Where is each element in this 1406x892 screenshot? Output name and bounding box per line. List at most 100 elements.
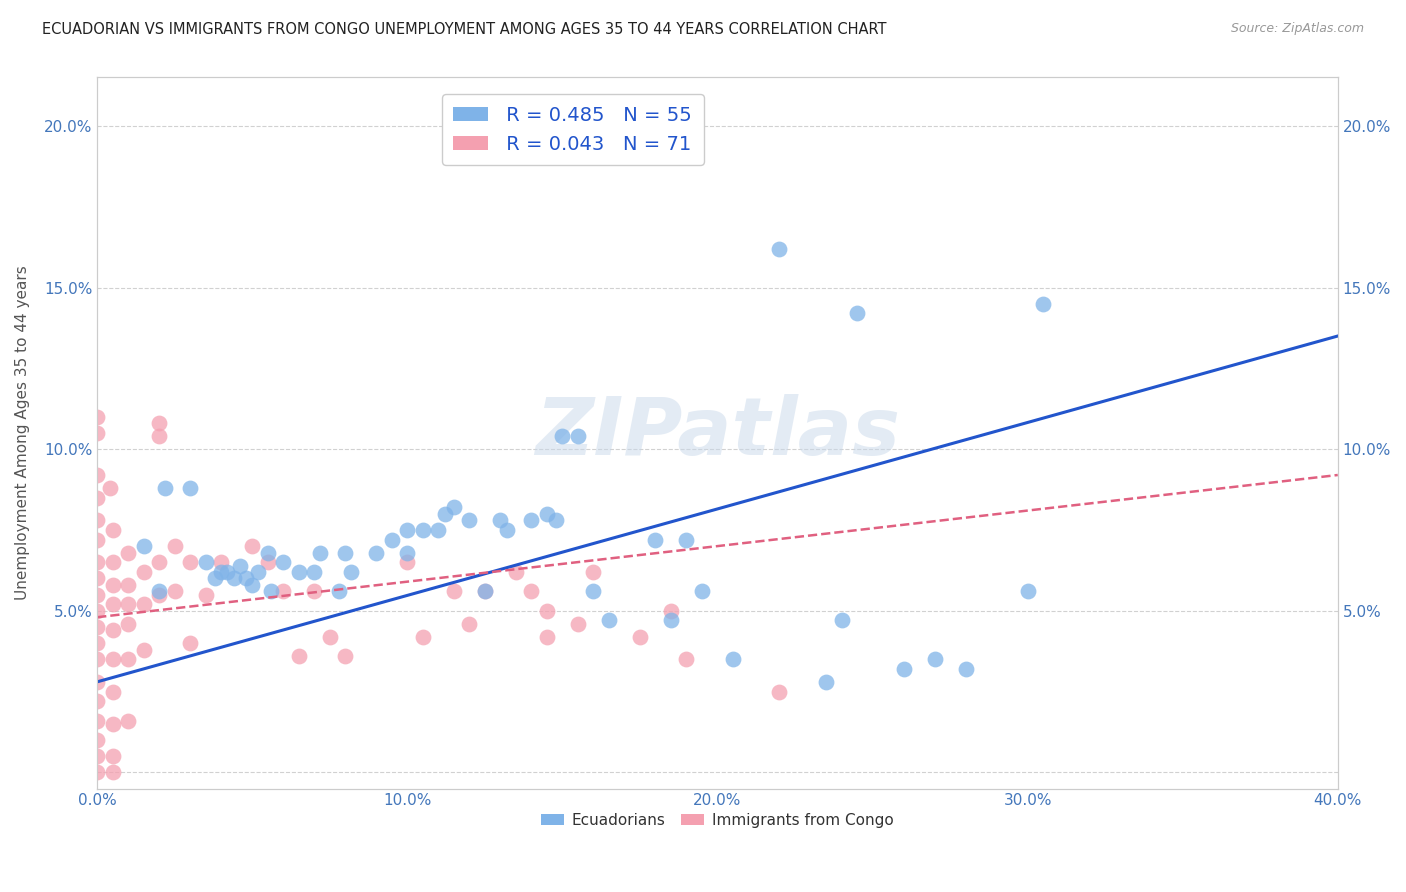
Point [768, 242, 790, 256]
Point [117, 545, 139, 559]
Point [101, 555, 124, 569]
Point [204, 571, 226, 585]
Point [675, 533, 697, 547]
Point [396, 523, 419, 537]
Point [340, 565, 363, 579]
Point [644, 533, 666, 547]
Point [505, 565, 527, 579]
Point [412, 630, 434, 644]
Point [86, 652, 108, 666]
Point [536, 604, 558, 618]
Point [209, 555, 232, 569]
Point [101, 523, 124, 537]
Point [148, 588, 170, 602]
Point [433, 507, 456, 521]
Point [302, 565, 325, 579]
Point [458, 513, 481, 527]
Point [240, 578, 263, 592]
Point [117, 597, 139, 611]
Point [132, 539, 155, 553]
Point [86, 425, 108, 440]
Point [229, 558, 252, 573]
Point [148, 584, 170, 599]
Point [117, 652, 139, 666]
Point [86, 749, 108, 764]
Point [443, 584, 465, 599]
Point [148, 417, 170, 431]
Point [117, 714, 139, 728]
Point [86, 491, 108, 505]
Point [328, 584, 350, 599]
Point [86, 714, 108, 728]
Point [194, 588, 217, 602]
Point [546, 513, 568, 527]
Point [659, 614, 682, 628]
Point [427, 523, 450, 537]
Point [101, 684, 124, 698]
Point [335, 545, 357, 559]
Point [101, 717, 124, 731]
Point [893, 662, 915, 676]
Point [598, 614, 620, 628]
Point [86, 513, 108, 527]
Point [148, 429, 170, 443]
Point [86, 733, 108, 747]
Point [628, 630, 651, 644]
Point [260, 584, 283, 599]
Point [240, 539, 263, 553]
Point [396, 555, 419, 569]
Point [194, 555, 217, 569]
Point [132, 597, 155, 611]
Point [179, 555, 201, 569]
Point [675, 652, 697, 666]
Point [163, 539, 186, 553]
Point [132, 642, 155, 657]
Point [117, 616, 139, 631]
Point [101, 749, 124, 764]
Point [86, 555, 108, 569]
Point [287, 648, 309, 663]
Point [179, 481, 201, 495]
Text: ZIPatlas: ZIPatlas [534, 394, 900, 472]
Point [520, 513, 543, 527]
Point [101, 765, 124, 780]
Point [474, 584, 496, 599]
Point [582, 565, 605, 579]
Point [536, 630, 558, 644]
Point [582, 584, 605, 599]
Point [132, 565, 155, 579]
Point [155, 481, 177, 495]
Point [924, 652, 946, 666]
Point [86, 674, 108, 689]
Point [148, 555, 170, 569]
Point [235, 571, 257, 585]
Point [831, 614, 853, 628]
Point [117, 578, 139, 592]
Point [86, 694, 108, 708]
Point [846, 306, 869, 320]
Point [101, 578, 124, 592]
Point [495, 523, 517, 537]
Point [1032, 296, 1054, 310]
Point [768, 684, 790, 698]
Point [955, 662, 977, 676]
Point [101, 652, 124, 666]
Point [335, 648, 357, 663]
Point [86, 409, 108, 424]
Point [247, 565, 270, 579]
Text: ECUADORIAN VS IMMIGRANTS FROM CONGO UNEMPLOYMENT AMONG AGES 35 TO 44 YEARS CORRE: ECUADORIAN VS IMMIGRANTS FROM CONGO UNEM… [42, 22, 887, 37]
Point [209, 565, 232, 579]
Point [222, 571, 245, 585]
Point [101, 597, 124, 611]
Point [302, 584, 325, 599]
Point [458, 616, 481, 631]
Point [309, 545, 332, 559]
Point [814, 674, 837, 689]
Point [256, 545, 278, 559]
Point [86, 620, 108, 634]
Point [690, 584, 713, 599]
Point [536, 507, 558, 521]
Point [86, 765, 108, 780]
Point [721, 652, 744, 666]
Point [396, 545, 419, 559]
